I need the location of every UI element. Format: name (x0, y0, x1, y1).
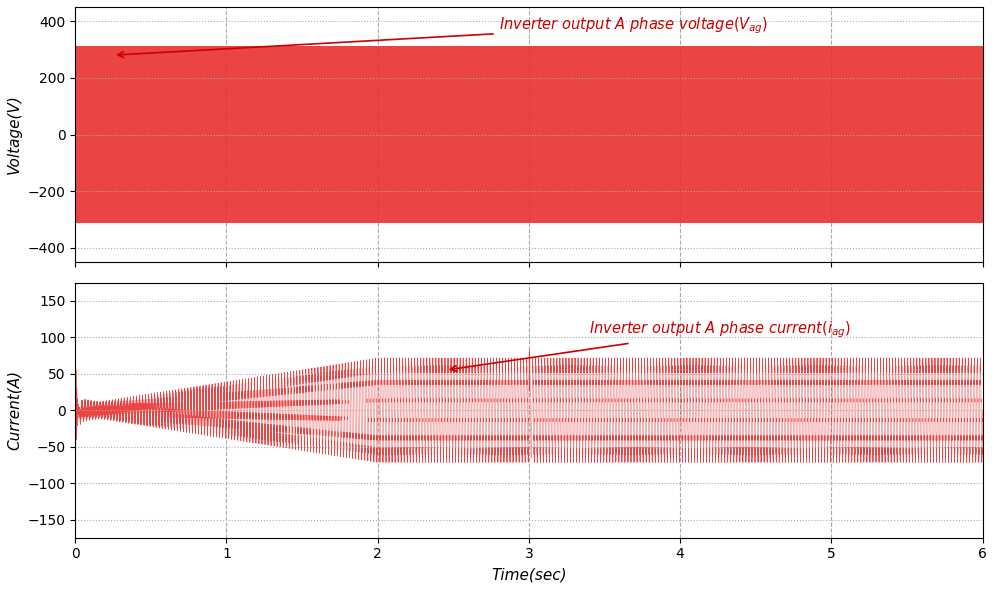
Text: $\it{Inverter\ output\ A\ phase\ current(i_{ag})}$: $\it{Inverter\ output\ A\ phase\ current… (450, 320, 852, 372)
X-axis label: Time(sec): Time(sec) (491, 567, 567, 582)
Y-axis label: Voltage(V): Voltage(V) (7, 95, 22, 174)
Text: $\it{Inverter\ output\ A\ phase\ voltage(V_{ag})}$: $\it{Inverter\ output\ A\ phase\ voltage… (117, 16, 768, 58)
Y-axis label: Current(A): Current(A) (7, 370, 22, 450)
